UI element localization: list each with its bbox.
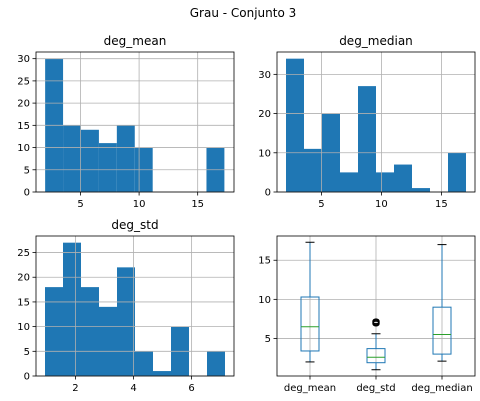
axes-frame xyxy=(35,235,235,377)
x-tick-label: 6 xyxy=(188,383,194,394)
box-iqr xyxy=(432,306,452,355)
axes-frame xyxy=(276,235,476,377)
y-tick-label: 30 xyxy=(17,54,30,65)
histogram-bar xyxy=(286,58,304,192)
box-iqr xyxy=(300,296,320,352)
x-tick-label: 10 xyxy=(133,199,146,210)
y-tick-label: 25 xyxy=(17,76,30,87)
histogram-bar xyxy=(63,125,81,192)
x-tick-label: 5 xyxy=(318,199,324,210)
histogram-bar xyxy=(117,267,135,376)
boxplot-deg_median xyxy=(432,244,452,362)
axes-frame xyxy=(276,51,476,193)
y-tick-label: 10 xyxy=(258,148,271,159)
y-tick-label: 30 xyxy=(258,70,271,81)
y-tick-label: 10 xyxy=(17,322,30,333)
x-tick-label: 4 xyxy=(130,383,136,394)
y-tick-label: 10 xyxy=(258,295,271,306)
subplot-4: deg_mean deg_std deg_median 5 10 15 xyxy=(258,235,476,394)
y-tick-label: 20 xyxy=(258,109,271,120)
histogram-bar xyxy=(412,188,430,192)
box-iqr xyxy=(366,348,386,364)
x-tick-label: deg_median xyxy=(411,383,472,394)
histogram-bar xyxy=(448,152,466,192)
outlier-point xyxy=(372,318,380,325)
subplot-1: 5 10 15 deg_mean 0 5 10 15 20 25 30 xyxy=(17,34,235,210)
histogram-bar xyxy=(45,287,63,376)
subplot-title: deg_mean xyxy=(104,34,167,48)
y-tick-label: 5 xyxy=(24,347,30,358)
y-tick-label: 25 xyxy=(17,248,30,259)
y-tick-label: 5 xyxy=(24,165,30,176)
subplot-title: deg_std xyxy=(111,218,158,232)
histogram-bar xyxy=(99,306,117,376)
x-tick-label: 15 xyxy=(191,199,204,210)
axes-frame xyxy=(35,51,235,193)
y-tick-label: 0 xyxy=(24,372,30,383)
figure-suptitle: Grau - Conjunto 3 xyxy=(190,6,297,20)
x-tick-label: 5 xyxy=(77,199,83,210)
y-tick-label: 0 xyxy=(24,188,30,199)
y-tick-label: 20 xyxy=(17,99,30,110)
x-tick-label: 10 xyxy=(375,199,388,210)
histogram-bar xyxy=(135,351,153,376)
histogram-bar xyxy=(207,351,225,376)
boxplot-deg_mean xyxy=(300,241,320,363)
subplot-3: 2 4 6 deg_std 0 5 10 15 20 25 xyxy=(17,218,235,394)
x-tick-label: 2 xyxy=(72,383,78,394)
y-tick-label: 15 xyxy=(17,297,30,308)
histogram-bar xyxy=(394,164,412,192)
y-tick-label: 5 xyxy=(265,334,271,345)
histogram-bar xyxy=(81,287,99,376)
x-tick-label: deg_std xyxy=(356,383,395,394)
histogram-bar xyxy=(80,129,99,192)
y-tick-label: 15 xyxy=(17,121,30,132)
histogram-bar xyxy=(304,148,322,192)
y-tick-label: 10 xyxy=(17,143,30,154)
x-tick-label: 15 xyxy=(435,199,448,210)
y-tick-label: 20 xyxy=(17,273,30,284)
y-tick-label: 15 xyxy=(258,256,271,267)
x-tick-label: deg_mean xyxy=(284,383,336,394)
histogram-bar xyxy=(358,86,376,192)
boxplot-deg_std xyxy=(366,318,386,371)
subplot-title: deg_median xyxy=(339,34,413,48)
histogram-bar xyxy=(153,371,171,376)
histogram-bar xyxy=(376,172,394,192)
histogram-bar xyxy=(63,242,81,376)
histogram-bar xyxy=(116,125,135,192)
histogram-bar xyxy=(340,172,358,192)
y-tick-label: 0 xyxy=(265,188,271,199)
subplot-2: 5 10 15 deg_median 0 10 20 30 xyxy=(258,34,476,210)
histogram-bar xyxy=(98,143,117,192)
